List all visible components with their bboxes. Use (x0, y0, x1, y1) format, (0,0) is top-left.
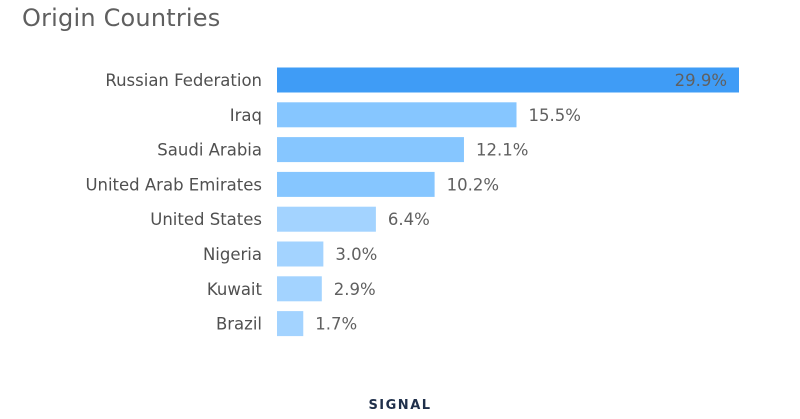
value-label: 3.0% (335, 245, 377, 264)
bar[interactable] (277, 67, 739, 93)
bar[interactable] (277, 276, 322, 302)
value-label: 12.1% (476, 141, 528, 160)
bar[interactable] (277, 206, 376, 232)
value-label: 15.5% (528, 106, 580, 125)
category-label: United States (150, 210, 262, 229)
value-label: 1.7% (315, 315, 357, 334)
value-label: 10.2% (447, 175, 499, 194)
category-label: Brazil (216, 315, 262, 334)
category-label: Kuwait (207, 280, 263, 299)
bar-chart: Russian Federation 29.9% Iraq 15.5% Saudi Ar… (85, 67, 739, 337)
bar[interactable] (277, 137, 464, 163)
bar[interactable] (277, 311, 304, 337)
signal-logo: SIGNAL (368, 398, 432, 413)
bar[interactable] (277, 171, 435, 197)
category-label: Iraq (230, 106, 262, 125)
bar[interactable] (277, 241, 324, 267)
category-label: Russian Federation (105, 71, 262, 90)
value-label: 2.9% (334, 280, 376, 299)
category-label: Nigeria (203, 245, 262, 264)
bar[interactable] (277, 102, 517, 128)
category-label: Saudi Arabia (157, 141, 262, 160)
category-label: United Arab Emirates (85, 175, 262, 194)
chart-title: Origin Countries (22, 4, 221, 32)
value-label: 6.4% (388, 210, 430, 229)
value-label: 29.9% (675, 71, 727, 90)
